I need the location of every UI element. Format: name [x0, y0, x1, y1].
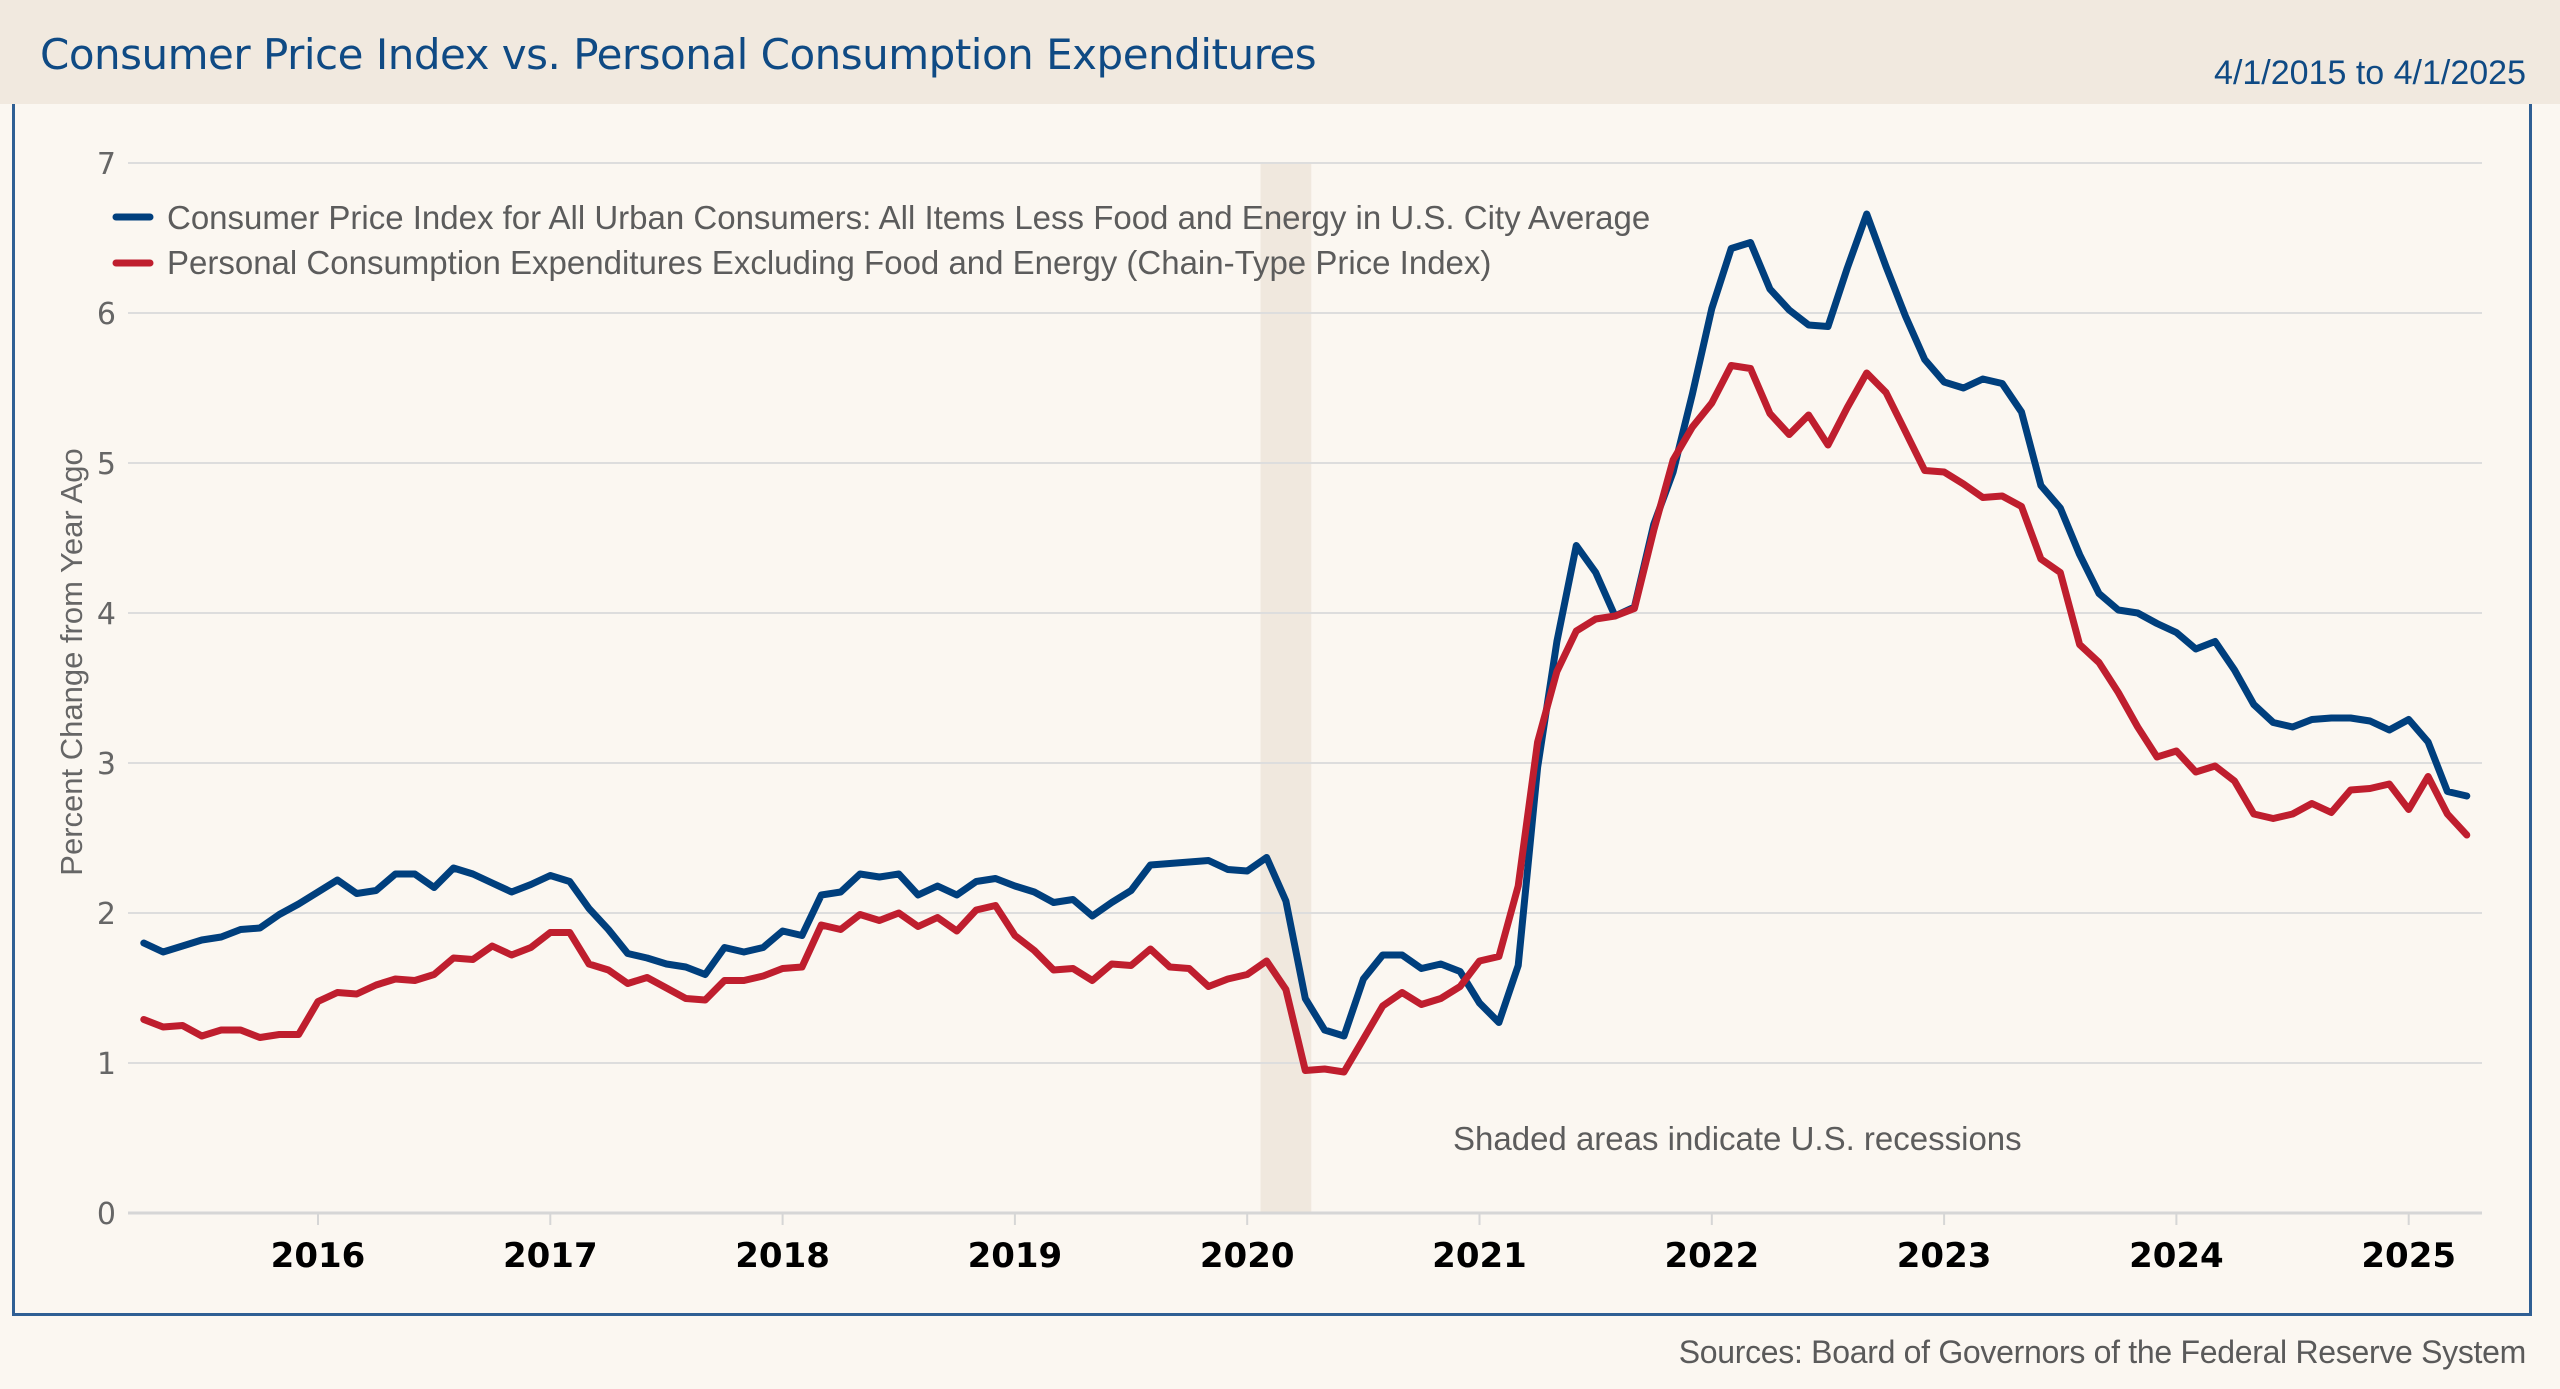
- y-tick-label: 3: [97, 747, 116, 782]
- y-tick-label: 0: [97, 1197, 116, 1232]
- gridlines: [128, 162, 2482, 1215]
- header-bar: Consumer Price Index vs. Personal Consum…: [0, 0, 2560, 104]
- y-tick-label: 2: [97, 897, 116, 932]
- legend-label-pce: Personal Consumption Expenditures Exclud…: [167, 244, 1491, 281]
- y-tick-label: 1: [97, 1047, 116, 1082]
- y-axis-ticks: 0 1 2 3 4 5 6 7: [97, 147, 116, 1232]
- chart-frame: [12, 104, 2532, 1316]
- x-tick-label: 2020: [1200, 1236, 1295, 1276]
- series-layer: [140, 210, 2471, 1076]
- y-tick-label: 5: [97, 447, 116, 482]
- x-tick-label: 2021: [1432, 1236, 1527, 1276]
- source-note: Sources: Board of Governors of the Feder…: [1678, 1334, 2527, 1370]
- chart-title: Consumer Price Index vs. Personal Consum…: [40, 30, 1317, 79]
- y-axis-label: Percent Change from Year Ago: [54, 448, 89, 875]
- series-line-cpi: [140, 210, 2471, 1040]
- x-tick-label: 2023: [1897, 1236, 1992, 1276]
- x-tick-label: 2016: [271, 1236, 366, 1276]
- x-tick-label: 2017: [503, 1236, 598, 1276]
- y-tick-label: 6: [97, 297, 116, 332]
- recession-band: [1260, 163, 1312, 1213]
- x-tick-label: 2025: [2361, 1236, 2456, 1276]
- x-tick-label: 2024: [2129, 1236, 2224, 1276]
- recession-layer: [1260, 163, 1312, 1213]
- recession-note: Shaded areas indicate U.S. recessions: [1453, 1120, 2022, 1157]
- y-tick-label: 7: [97, 147, 116, 182]
- x-tick-label: 2018: [735, 1236, 830, 1276]
- y-tick-label: 4: [97, 597, 116, 632]
- series-line-pce: [140, 362, 2471, 1076]
- date-range: 4/1/2015 to 4/1/2025: [2214, 54, 2526, 92]
- x-axis-ticks: 2016 2017 2018 2019 2020 2021 2022 2023 2024 2025: [271, 1214, 2456, 1276]
- x-tick-label: 2019: [968, 1236, 1063, 1276]
- legend-label-cpi: Consumer Price Index for All Urban Consu…: [167, 199, 1650, 236]
- x-tick-label: 2022: [1664, 1236, 1759, 1276]
- legend: Consumer Price Index for All Urban Consu…: [112, 199, 1650, 281]
